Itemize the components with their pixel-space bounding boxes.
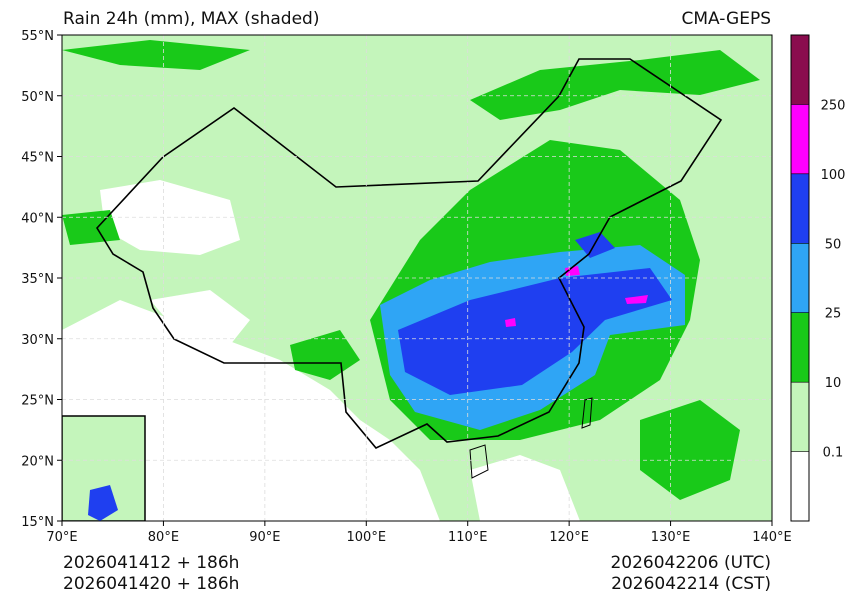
colorbar-segment	[791, 173, 809, 244]
island-border	[469, 444, 489, 479]
lat-tick-label: 45°N	[21, 151, 54, 166]
lon-tick-label: 140°E	[752, 530, 792, 545]
map-title: Rain 24h (mm), MAX (shaded)	[63, 9, 319, 29]
valid-time-cst: 2026042214 (CST)	[611, 574, 771, 594]
inset-rain	[88, 485, 118, 521]
lat-tick-label: 20°N	[21, 454, 54, 469]
colorbar-segment	[791, 243, 809, 313]
dry-area	[470, 455, 580, 521]
inset-box	[62, 415, 146, 521]
colorbar-label: 25	[825, 307, 842, 322]
colorbar-segment	[791, 312, 809, 383]
lat-tick-label: 35°N	[21, 272, 54, 287]
rain-area	[625, 295, 648, 304]
rain-area	[640, 400, 740, 500]
valid-time-utc: 2026042206 (UTC)	[610, 553, 771, 573]
colorbar-label: 100	[821, 168, 846, 183]
lat-tick-label: 40°N	[21, 211, 54, 226]
init-time-cst: 2026041420 + 186h	[63, 574, 239, 594]
lon-tick-label: 110°E	[448, 530, 488, 545]
dry-area	[62, 300, 440, 521]
colorbar-label: 10	[825, 376, 842, 391]
colorbar-segment	[791, 451, 809, 521]
rain-area	[398, 268, 672, 395]
lon-tick-label: 120°E	[549, 530, 589, 545]
lat-tick-label: 15°N	[21, 515, 54, 530]
colorbar-segment	[791, 382, 809, 452]
source-label: CMA-GEPS	[681, 9, 771, 29]
lon-tick-label: 100°E	[347, 530, 387, 545]
lat-tick-label: 55°N	[21, 29, 54, 44]
colorbar-frame	[790, 34, 810, 522]
lon-tick-label: 130°E	[651, 530, 691, 545]
lat-tick-label: 50°N	[21, 90, 54, 105]
island-border	[581, 397, 593, 429]
rain-area	[62, 210, 120, 245]
colorbar: 0.1 10 25 50 100 250	[790, 34, 846, 522]
lat-tick-label: 25°N	[21, 394, 54, 409]
rain-area	[62, 40, 250, 70]
rain-area	[290, 330, 360, 380]
colorbar-segment	[791, 104, 809, 174]
lon-tick-label: 90°E	[249, 530, 280, 545]
lon-tick-label: 80°E	[148, 530, 179, 545]
lon-tick-label: 70°E	[46, 530, 77, 545]
lat-tick-label: 30°N	[21, 333, 54, 348]
rain-area	[470, 50, 760, 120]
colorbar-label: 0.1	[823, 446, 844, 461]
colorbar-segment	[791, 35, 809, 105]
rain-area	[505, 318, 516, 327]
dry-area	[150, 290, 250, 345]
colorbar-label: 250	[821, 98, 846, 113]
colorbar-label: 50	[825, 237, 842, 252]
init-time-utc: 2026041412 + 186h	[63, 553, 239, 573]
country-border	[95, 58, 723, 449]
